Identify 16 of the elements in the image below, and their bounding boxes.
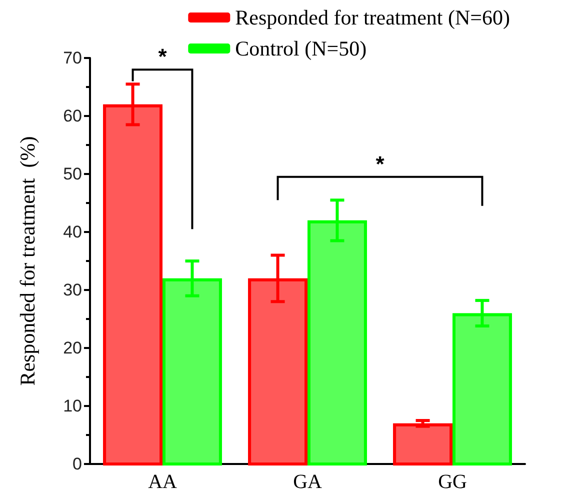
y-tick-label: 70 [63,48,82,68]
legend-label: Responded for treatment (N=60) [235,6,510,30]
x-tick-label: GA [293,471,322,493]
x-tick-label: AA [148,471,178,493]
y-axis-title: Responded for treatment (%) [16,136,40,386]
y-tick-label: 60 [63,106,82,126]
y-tick-label: 40 [63,222,82,242]
y-tick-label: 0 [72,454,82,474]
y-tick-label: 20 [63,338,82,358]
annotation: * [376,151,385,176]
y-tick-label: 50 [63,164,82,184]
annotation: * [158,44,168,70]
legend-label: Control (N=50) [235,36,367,60]
y-tick-label: 10 [63,396,82,416]
x-tick-label: GG [438,471,467,493]
y-tick-label: 30 [63,280,82,300]
